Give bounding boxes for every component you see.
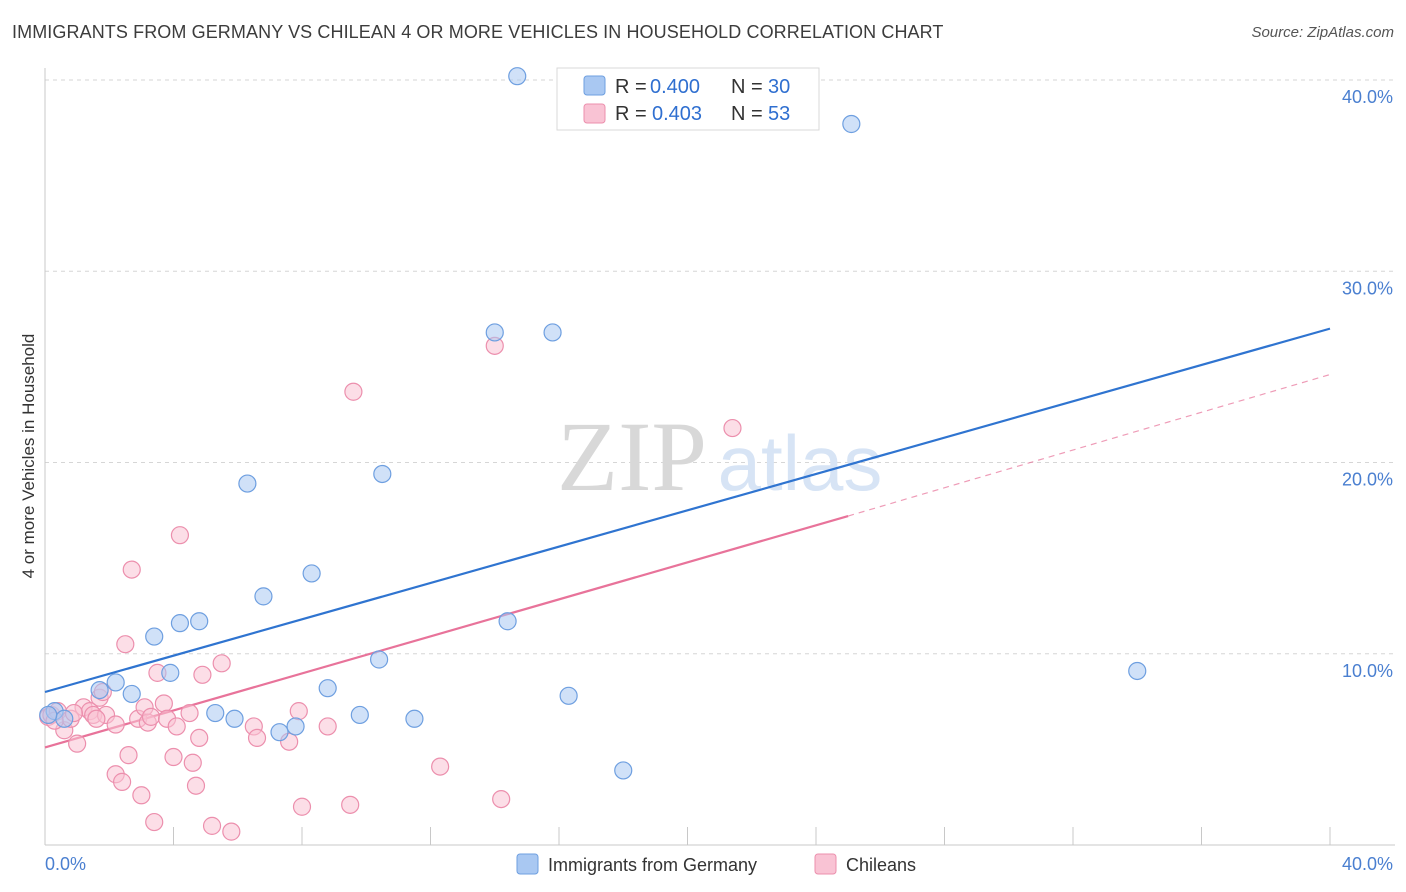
point-germany-21 bbox=[485, 323, 504, 342]
point-chileans-30 bbox=[180, 703, 199, 723]
point-germany-15 bbox=[302, 564, 321, 583]
point-germany-24 bbox=[543, 323, 562, 342]
point-chileans-49 bbox=[723, 418, 742, 438]
point-chileans-28 bbox=[167, 717, 186, 736]
source-credit: Source: ZipAtlas.com bbox=[1251, 24, 1394, 41]
data-points bbox=[39, 67, 1147, 841]
legend-r-label-2: R = bbox=[615, 103, 647, 125]
y-tick-labels: 10.0% 20.0% 30.0% 40.0% bbox=[1342, 87, 1393, 681]
point-germany-22 bbox=[498, 612, 517, 631]
y-tick-label-1: 20.0% bbox=[1342, 470, 1393, 490]
point-chileans-5 bbox=[68, 734, 87, 753]
legend-n-value-1: 30 bbox=[768, 76, 790, 98]
point-germany-18 bbox=[370, 650, 389, 669]
trend-line-ext-chileans bbox=[847, 373, 1331, 517]
point-germany-23 bbox=[508, 67, 527, 86]
point-chileans-31 bbox=[183, 753, 202, 772]
point-chileans-33 bbox=[190, 728, 209, 748]
point-germany-1 bbox=[55, 709, 74, 728]
point-chileans-46 bbox=[431, 757, 450, 776]
bottom-legend-label-germany: Immigrants from Germany bbox=[548, 855, 757, 875]
point-chileans-35 bbox=[202, 816, 222, 835]
point-chileans-27 bbox=[164, 747, 183, 767]
point-germany-14 bbox=[286, 717, 305, 736]
bottom-legend-swatch-germany bbox=[516, 853, 539, 875]
trend-line-chileans bbox=[44, 514, 849, 749]
point-chileans-34 bbox=[193, 665, 212, 684]
point-germany-16 bbox=[318, 679, 337, 698]
point-germany-19 bbox=[373, 464, 392, 484]
point-chileans-23 bbox=[145, 812, 164, 832]
point-germany-12 bbox=[254, 587, 273, 606]
point-chileans-48 bbox=[492, 789, 511, 809]
point-germany-11 bbox=[238, 474, 257, 493]
legend-swatch-chileans bbox=[583, 103, 606, 124]
point-chileans-14 bbox=[112, 772, 132, 791]
point-chileans-32 bbox=[186, 776, 206, 795]
legend-n-label-1: N = bbox=[731, 76, 763, 98]
trend-lines bbox=[44, 327, 1331, 749]
watermark: ZIP atlas bbox=[557, 401, 882, 512]
legend: R = 0.400 N = 30 R = 0.403 N = 53 bbox=[556, 67, 820, 131]
chart-title: IMMIGRANTS FROM GERMANY VS CHILEAN 4 OR … bbox=[12, 22, 944, 42]
y-tick-label-3: 40.0% bbox=[1342, 87, 1393, 107]
point-germany-9 bbox=[206, 703, 225, 723]
point-chileans-15 bbox=[116, 635, 135, 654]
legend-r-value-1: 0.400 bbox=[650, 76, 700, 98]
point-chileans-12 bbox=[106, 715, 125, 734]
point-germany-25 bbox=[559, 686, 578, 705]
point-chileans-42 bbox=[292, 797, 312, 816]
point-chileans-44 bbox=[341, 795, 360, 814]
point-germany-4 bbox=[122, 684, 141, 704]
point-germany-3 bbox=[106, 673, 125, 692]
point-chileans-25 bbox=[154, 694, 173, 713]
watermark-zip: ZIP bbox=[557, 401, 707, 512]
point-germany-29 bbox=[39, 705, 58, 725]
point-germany-10 bbox=[225, 709, 244, 728]
legend-swatch-germany bbox=[583, 75, 606, 96]
point-germany-8 bbox=[190, 612, 209, 631]
point-germany-2 bbox=[90, 680, 109, 700]
point-germany-6 bbox=[161, 663, 180, 682]
legend-n-label-2: N = bbox=[731, 103, 763, 125]
point-chileans-17 bbox=[122, 560, 141, 579]
point-chileans-43 bbox=[318, 717, 337, 736]
point-chileans-52 bbox=[87, 709, 106, 728]
x-tick-labels: 0.0% 40.0% bbox=[45, 854, 1393, 874]
point-chileans-39 bbox=[247, 728, 267, 748]
legend-r-value-2: 0.403 bbox=[652, 103, 702, 125]
bottom-legend-swatch-chileans bbox=[814, 853, 837, 875]
point-chileans-41 bbox=[289, 702, 308, 721]
point-germany-27 bbox=[842, 114, 861, 134]
point-chileans-29 bbox=[170, 526, 190, 545]
point-chileans-22 bbox=[141, 707, 161, 726]
point-germany-7 bbox=[170, 614, 190, 633]
point-germany-13 bbox=[270, 723, 289, 742]
x-tick-label-1: 40.0% bbox=[1342, 854, 1393, 874]
point-chileans-37 bbox=[222, 822, 241, 841]
point-chileans-36 bbox=[212, 654, 231, 673]
legend-r-label-1: R = bbox=[615, 76, 647, 98]
y-tick-label-2: 30.0% bbox=[1342, 278, 1393, 298]
point-germany-17 bbox=[350, 705, 369, 725]
bottom-legend-label-chileans: Chileans bbox=[846, 855, 916, 875]
y-tick-label-0: 10.0% bbox=[1342, 661, 1393, 681]
y-axis-label: 4 or more Vehicles in Household bbox=[19, 334, 38, 579]
legend-n-value-2: 53 bbox=[768, 103, 790, 125]
point-chileans-19 bbox=[132, 786, 151, 805]
point-chileans-16 bbox=[119, 746, 138, 765]
point-germany-20 bbox=[405, 709, 424, 728]
trend-line-germany bbox=[44, 327, 1331, 694]
point-germany-26 bbox=[614, 761, 633, 780]
point-germany-5 bbox=[145, 627, 164, 646]
bottom-legend: Immigrants from Germany Chileans bbox=[516, 853, 916, 875]
point-germany-28 bbox=[1128, 661, 1147, 681]
point-chileans-45 bbox=[344, 382, 363, 401]
x-tick-label-0: 0.0% bbox=[45, 854, 86, 874]
